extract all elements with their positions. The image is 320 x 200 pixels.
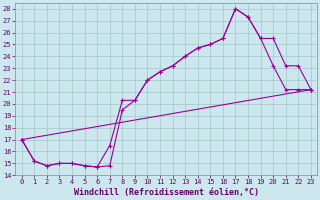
X-axis label: Windchill (Refroidissement éolien,°C): Windchill (Refroidissement éolien,°C) bbox=[74, 188, 259, 197]
